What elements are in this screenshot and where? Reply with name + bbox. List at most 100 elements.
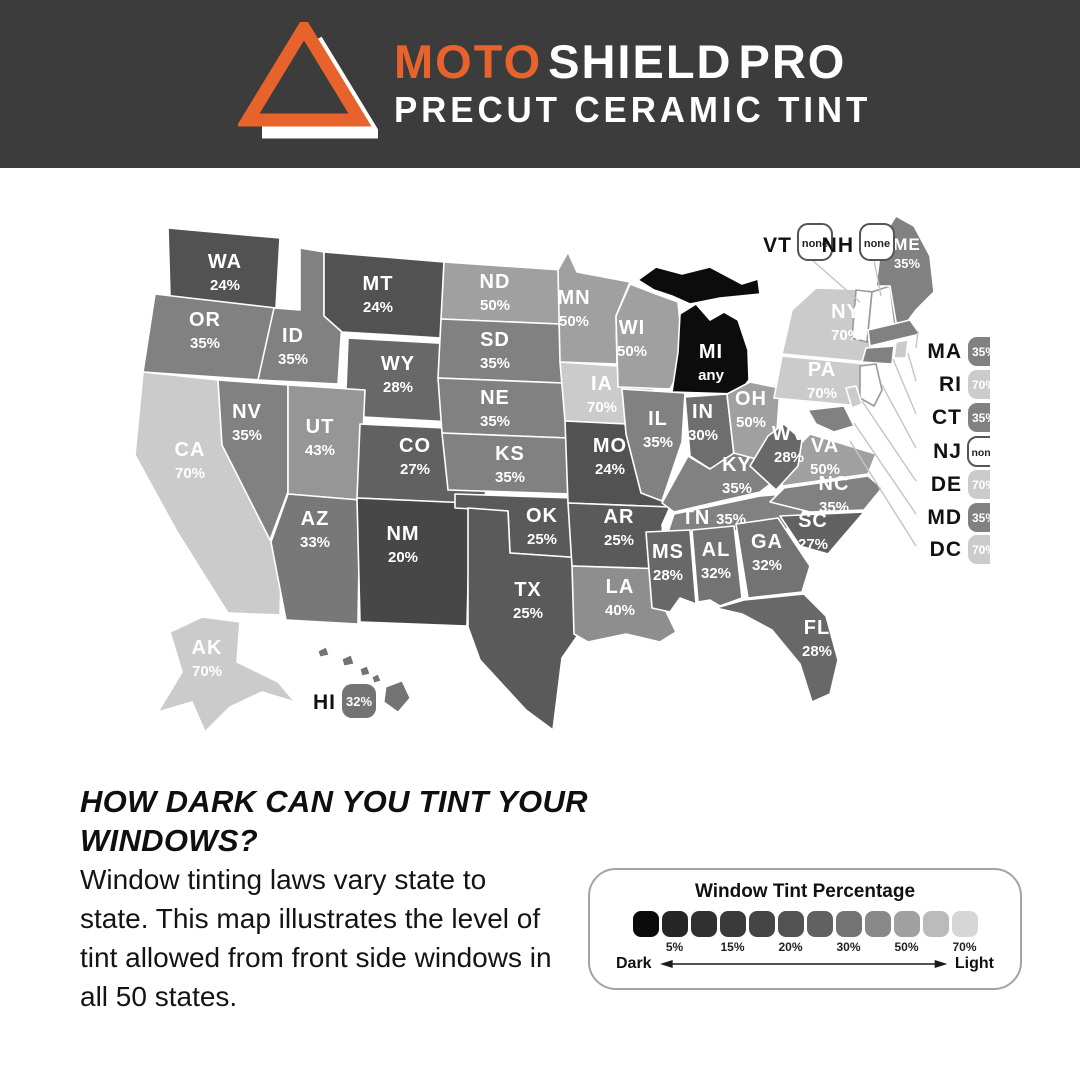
svg-text:50%: 50%	[480, 297, 510, 314]
svg-text:none: none	[802, 238, 828, 250]
tint-swatch	[632, 911, 659, 937]
tint-swatch	[835, 911, 862, 937]
svg-text:27%: 27%	[798, 536, 828, 553]
callout-dc: DC 70%	[930, 535, 1000, 564]
state-label-wa: WA 24%	[208, 251, 241, 294]
state-label-wv: WV 28%	[772, 423, 806, 466]
svg-text:24%: 24%	[363, 299, 393, 316]
svg-text:70%: 70%	[831, 327, 861, 344]
state-fl	[715, 593, 839, 703]
state-label-me: ME 35%	[893, 235, 920, 271]
state-label-va: VA 50%	[810, 435, 840, 478]
svg-text:25%: 25%	[527, 531, 557, 548]
svg-text:none: none	[864, 238, 890, 250]
svg-text:WI: WI	[619, 317, 645, 339]
svg-text:any: any	[698, 367, 725, 384]
svg-text:IN: IN	[692, 401, 714, 423]
legend-light-label: Light	[954, 955, 994, 972]
dark-light-arrow-icon	[659, 960, 947, 968]
brand-word: PRO	[738, 35, 847, 88]
svg-text:32%: 32%	[752, 557, 782, 574]
svg-text:NM: NM	[386, 523, 419, 545]
state-label-id: ID 35%	[278, 325, 308, 368]
svg-text:28%: 28%	[774, 449, 804, 466]
state-nm	[356, 497, 471, 627]
svg-text:AK: AK	[192, 637, 223, 659]
state-az	[270, 493, 361, 625]
state-label-az: AZ 33%	[300, 508, 330, 551]
svg-text:MO: MO	[593, 435, 627, 457]
svg-text:VT: VT	[763, 234, 792, 257]
brand-word: MOTO	[394, 35, 543, 88]
state-nj	[859, 363, 883, 407]
svg-text:LA: LA	[606, 576, 635, 598]
state-wv	[749, 423, 803, 491]
tint-swatch	[864, 911, 891, 937]
svg-text:35%: 35%	[716, 511, 746, 528]
svg-text:NJ: NJ	[933, 440, 962, 463]
state-label-ky: KY 35%	[722, 454, 752, 497]
legend-tick-row: 5% 15% 20% 30% 50% 70%	[590, 940, 1020, 954]
brand-word: SHIELD	[548, 35, 733, 88]
svg-text:24%: 24%	[210, 277, 240, 294]
state-label-in: IN 30%	[688, 401, 718, 444]
state-label-ga: GA 32%	[751, 531, 782, 574]
svg-text:25%: 25%	[513, 605, 543, 622]
state-de	[845, 385, 863, 409]
svg-text:NV: NV	[232, 401, 262, 423]
svg-text:none: none	[971, 447, 990, 459]
svg-text:MA: MA	[927, 340, 962, 363]
tint-swatch	[806, 911, 833, 937]
state-label-ak: AK 70%	[192, 637, 223, 680]
legend-dark-label: Dark	[616, 955, 652, 972]
state-label-fl: FL 28%	[802, 617, 832, 660]
svg-text:33%: 33%	[300, 534, 330, 551]
state-md	[807, 405, 855, 433]
svg-text:NH: NH	[822, 234, 854, 257]
tint-swatch	[690, 911, 717, 937]
state-ma	[867, 319, 921, 347]
header-banner: MOTO SHIELD PRO PRECUT CERAMIC TINT	[0, 0, 1080, 168]
svg-text:UT: UT	[306, 416, 335, 438]
svg-text:PA: PA	[808, 359, 836, 381]
svg-text:DE: DE	[931, 473, 962, 496]
brand-name: MOTO SHIELD PRO	[394, 36, 886, 88]
svg-text:MN: MN	[557, 287, 590, 309]
svg-text:MI: MI	[699, 341, 723, 363]
svg-text:50%: 50%	[736, 414, 766, 431]
state-hi	[317, 646, 411, 713]
svg-text:ID: ID	[282, 325, 304, 347]
tint-tick-label: 15%	[720, 940, 745, 954]
tint-tick-label	[633, 940, 659, 954]
svg-text:MT: MT	[363, 273, 394, 295]
tint-tick-label: 50%	[894, 940, 919, 954]
tint-swatch	[777, 911, 804, 937]
callout-md: MD 35%	[927, 503, 1000, 532]
svg-text:35%: 35%	[972, 511, 990, 525]
state-label-ne: NE 35%	[480, 387, 510, 430]
svg-text:VA: VA	[811, 435, 839, 457]
state-ri	[893, 339, 909, 359]
state-label-oh: OH 50%	[735, 388, 766, 431]
svg-text:70%: 70%	[175, 465, 205, 482]
svg-text:70%: 70%	[587, 399, 617, 416]
tint-tick-label: 20%	[778, 940, 803, 954]
svg-text:28%: 28%	[383, 379, 413, 396]
svg-text:RI: RI	[939, 373, 962, 396]
state-nc	[769, 475, 883, 513]
motoshield-logo-icon	[238, 22, 378, 139]
svg-text:70%: 70%	[972, 478, 990, 492]
state-label-nc: NC 35%	[819, 473, 849, 516]
state-il	[621, 388, 686, 502]
callout-nj: NJ none	[933, 436, 1001, 467]
svg-text:WV: WV	[772, 423, 806, 445]
tint-swatch	[922, 911, 949, 937]
svg-text:35%: 35%	[480, 413, 510, 430]
svg-text:27%: 27%	[400, 461, 430, 478]
state-label-mn: MN 50%	[557, 287, 590, 330]
svg-text:WY: WY	[381, 353, 415, 375]
svg-text:20%: 20%	[388, 549, 418, 566]
svg-text:70%: 70%	[972, 378, 990, 392]
tint-tick-label: 70%	[952, 940, 977, 954]
